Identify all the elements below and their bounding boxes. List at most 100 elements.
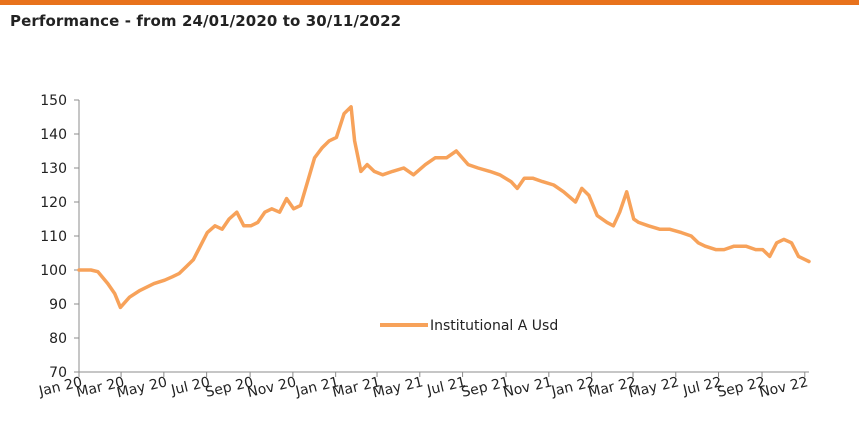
data-point bbox=[349, 105, 353, 109]
data-point bbox=[106, 282, 110, 285]
data-point bbox=[242, 224, 245, 227]
legend-label: Institutional A Usd bbox=[430, 318, 558, 334]
data-point bbox=[328, 139, 331, 142]
data-point bbox=[632, 217, 635, 221]
data-point bbox=[77, 268, 81, 272]
series-group bbox=[77, 105, 811, 310]
data-point bbox=[647, 224, 650, 227]
data-point bbox=[192, 258, 195, 261]
data-point bbox=[690, 234, 693, 238]
data-point bbox=[680, 231, 683, 234]
data-point bbox=[353, 139, 356, 142]
data-point bbox=[658, 228, 661, 231]
data-point bbox=[402, 166, 405, 170]
y-tick-label: 80 bbox=[49, 331, 67, 347]
data-point bbox=[163, 279, 166, 282]
data-point bbox=[119, 306, 122, 309]
data-point bbox=[152, 282, 156, 285]
data-point bbox=[732, 245, 736, 248]
data-point bbox=[335, 136, 338, 139]
data-point bbox=[625, 190, 628, 193]
y-tick-label: 140 bbox=[40, 127, 67, 143]
data-point bbox=[516, 187, 519, 190]
data-point bbox=[455, 149, 458, 153]
data-point bbox=[509, 180, 513, 183]
data-point bbox=[373, 170, 376, 173]
data-point bbox=[391, 170, 394, 173]
data-point bbox=[89, 268, 93, 272]
data-point bbox=[171, 275, 174, 278]
data-point bbox=[342, 112, 346, 115]
data-point bbox=[424, 163, 427, 166]
data-point bbox=[790, 241, 793, 244]
data-point bbox=[285, 197, 288, 200]
data-point bbox=[249, 224, 252, 227]
x-tick-label: Nov 20 bbox=[246, 374, 298, 401]
data-point bbox=[213, 224, 217, 227]
data-point bbox=[313, 156, 316, 159]
data-point bbox=[722, 248, 726, 251]
data-point bbox=[797, 255, 800, 258]
data-point bbox=[488, 170, 492, 173]
data-point bbox=[761, 248, 764, 251]
data-point bbox=[637, 221, 640, 224]
data-point bbox=[138, 289, 142, 292]
data-point bbox=[775, 241, 778, 244]
data-point bbox=[612, 224, 615, 227]
data-point bbox=[270, 207, 273, 210]
data-point bbox=[498, 173, 501, 176]
data-point bbox=[668, 228, 671, 231]
data-point bbox=[541, 180, 544, 183]
y-tick-label: 150 bbox=[40, 93, 67, 109]
x-tick-label: Nov 21 bbox=[502, 374, 554, 401]
data-point bbox=[263, 211, 266, 214]
data-point bbox=[562, 190, 565, 193]
y-tick-label: 90 bbox=[49, 297, 67, 313]
data-point bbox=[113, 292, 117, 295]
data-point bbox=[256, 221, 259, 224]
data-point bbox=[185, 265, 188, 268]
data-point bbox=[804, 258, 807, 261]
data-point bbox=[523, 177, 526, 180]
data-point bbox=[768, 255, 771, 258]
data-point bbox=[445, 156, 448, 159]
data-point bbox=[412, 173, 415, 176]
data-point bbox=[596, 214, 599, 217]
data-point bbox=[476, 166, 480, 170]
page-title: Performance - from 24/01/2020 to 30/11/2… bbox=[10, 12, 402, 30]
legend: Institutional A Usd bbox=[380, 318, 558, 334]
data-point bbox=[580, 187, 583, 190]
data-point bbox=[199, 245, 202, 248]
data-point bbox=[292, 207, 295, 210]
data-point bbox=[321, 146, 324, 149]
y-tick-label: 70 bbox=[49, 365, 67, 381]
data-point bbox=[366, 163, 369, 166]
y-tick-label: 130 bbox=[40, 161, 67, 177]
data-point bbox=[299, 204, 302, 207]
top-accent-rule bbox=[0, 0, 859, 5]
data-point bbox=[807, 260, 811, 263]
data-point bbox=[220, 228, 224, 231]
data-point bbox=[467, 163, 470, 166]
data-point bbox=[278, 211, 281, 214]
data-point bbox=[744, 245, 748, 248]
data-point bbox=[782, 238, 785, 241]
x-tick-label: Nov 22 bbox=[758, 374, 810, 401]
data-point bbox=[618, 211, 621, 214]
data-point bbox=[434, 156, 437, 159]
data-point bbox=[697, 241, 700, 244]
data-point bbox=[235, 211, 238, 214]
data-point bbox=[552, 183, 555, 187]
data-point bbox=[574, 200, 577, 204]
data-point bbox=[605, 221, 609, 224]
data-point bbox=[704, 245, 707, 248]
series-line-institutional-a-usd bbox=[77, 105, 811, 310]
data-point bbox=[531, 177, 534, 180]
data-point bbox=[206, 231, 209, 234]
data-point bbox=[96, 270, 100, 273]
data-point bbox=[714, 248, 717, 251]
data-point bbox=[587, 194, 590, 197]
data-point bbox=[227, 217, 231, 221]
